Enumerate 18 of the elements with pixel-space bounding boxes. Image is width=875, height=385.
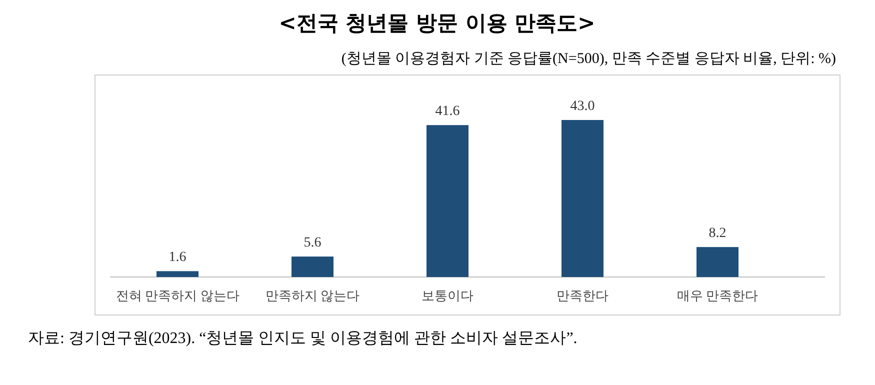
chart-title: <전국 청년몰 방문 이용 만족도> [278, 11, 596, 35]
data-label: 8.2 [708, 226, 726, 242]
bar [426, 125, 468, 277]
bar [292, 256, 334, 277]
x-tick-label: 전혀 만족하지 않는다 [116, 288, 240, 303]
text: 자료: 경기연구원(2023). “청년몰 인지도 및 이용경험에 관한 소비자 설문조사”. [28, 330, 578, 347]
x-tick-label: 매우 만족한다 [676, 288, 758, 303]
bar [156, 271, 198, 277]
bar [696, 247, 738, 277]
data-label: 41.6 [435, 104, 460, 120]
data-label: 1.6 [168, 250, 186, 266]
x-tick-label: 보통이다 [422, 288, 474, 303]
x-tick-label: 만족한다 [556, 288, 608, 303]
data-label: 43.0 [570, 99, 595, 114]
data-label: 5.6 [304, 236, 322, 251]
x-tick-label: 만족하지 않는다 [265, 288, 360, 303]
chart-subtitle: (청년몰 이용경험자 기준 응답률(N=500), 만족 수준별 응답자 비율, 단위: %) [341, 51, 836, 67]
bar [562, 120, 604, 277]
